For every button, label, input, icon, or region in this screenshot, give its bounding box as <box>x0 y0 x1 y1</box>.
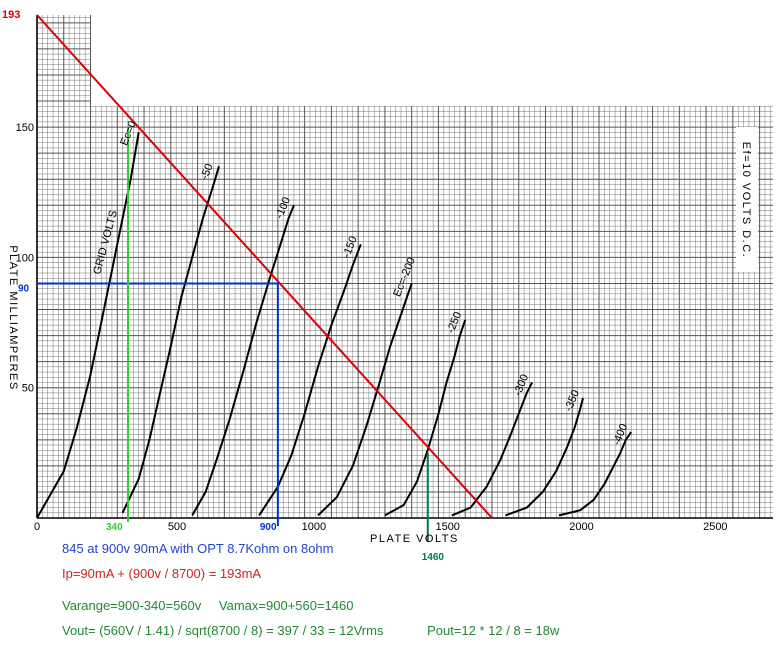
x-tick-label: 1500 <box>435 521 459 533</box>
quiescent-lines <box>37 282 279 526</box>
graph-paper-grid <box>36 15 773 519</box>
note-line4b: Pout=12 * 12 / 8 = 18w <box>427 623 560 638</box>
note-output: Vout= (560V / 1.41) / sqrt(8700 / 8) = 3… <box>62 623 559 638</box>
plate-curve <box>36 132 140 519</box>
load-line-intercept-label: 193 <box>2 9 20 21</box>
x-tick-label: 2000 <box>569 521 593 533</box>
y-tick-label: 50 <box>22 383 34 395</box>
filament-voltage-label: Ef=10 VOLTS D.C. <box>740 142 752 258</box>
plate-curve <box>317 283 413 517</box>
plate-curve <box>191 204 295 516</box>
x-tick-label: 1000 <box>302 521 326 533</box>
swing-marker-label: 1460 <box>422 552 445 563</box>
grid-volts-label: GRID VOLTS <box>91 209 120 276</box>
note-line2: Ip=90mA + (900v / 8700) = 193mA <box>62 566 262 581</box>
plate-curves <box>36 132 633 519</box>
note-line3b: Vamax=900+560=1460 <box>218 598 354 613</box>
plate-curve <box>505 397 584 517</box>
plate-curve <box>384 319 467 517</box>
plate-curve <box>258 243 362 516</box>
chart-text: Ec=0-50-100-150Ec=-200-250-300-350-400GR… <box>2 9 752 563</box>
curve-label: -300 <box>512 373 531 398</box>
swing-marker-label: 340 <box>106 522 123 533</box>
plate-curve <box>558 431 633 517</box>
note-line3a: Varange=900-340=560v <box>62 598 202 613</box>
curve-label: Ec=-200 <box>391 256 418 299</box>
quiescent-y-label: 90 <box>18 283 30 294</box>
curve-label: -50 <box>199 162 216 181</box>
note-line4a: Vout= (560V / 1.41) / sqrt(8700 / 8) = 3… <box>62 623 384 638</box>
side-label-background <box>736 127 758 272</box>
note-operating-point: 845 at 900v 90mA with OPT 8.7Kohm on 8oh… <box>62 541 333 556</box>
quiescent-x-label: 900 <box>260 522 277 533</box>
x-tick-label: 0 <box>34 521 40 533</box>
note-line1: 845 at 900v 90mA with OPT 8.7Kohm on 8oh… <box>62 541 334 556</box>
plate-curve <box>451 382 533 517</box>
x-axis-title: PLATE VOLTS <box>370 533 459 545</box>
y-tick-label: 150 <box>16 122 34 134</box>
load-line <box>36 14 493 519</box>
x-tick-label: 500 <box>168 521 186 533</box>
load-line-overlay <box>36 14 758 542</box>
note-voltage-range: Varange=900-340=560v Vamax=900+560=1460 <box>62 598 353 613</box>
x-tick-label: 2500 <box>703 521 727 533</box>
y-axis-title: PLATE MILLIAMPERES <box>7 245 19 390</box>
note-load-current: Ip=90mA + (900v / 8700) = 193mA <box>62 566 261 581</box>
y-tick-label: 100 <box>16 252 34 264</box>
plate-curve <box>121 165 220 514</box>
